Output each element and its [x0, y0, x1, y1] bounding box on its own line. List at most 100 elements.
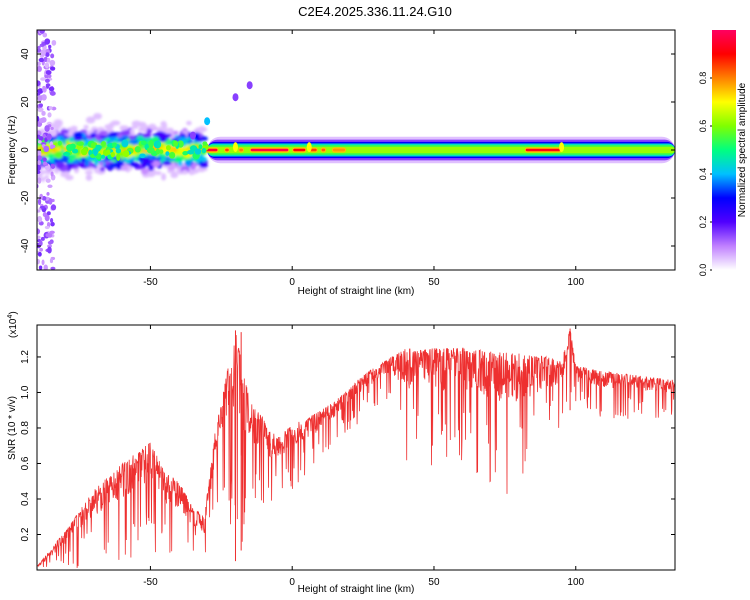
scatter-point	[128, 138, 139, 146]
scatter-point	[119, 162, 124, 166]
edge-scatter-point	[47, 244, 53, 248]
edge-scatter-point	[46, 57, 51, 63]
scatter-blob	[95, 153, 102, 159]
edge-scatter-point	[44, 165, 50, 170]
scatter-blob	[80, 148, 88, 156]
scatter-point	[154, 170, 162, 176]
carrier-hot-segment	[250, 148, 289, 152]
edge-scatter-point	[38, 265, 43, 270]
edge-scatter-point	[41, 110, 46, 116]
scatter-point	[84, 159, 90, 167]
edge-scatter-point	[37, 116, 40, 122]
spectrogram-y-tick-label: -20	[20, 190, 31, 205]
snr-x-tick-label: -50	[143, 577, 158, 588]
scatter-blob	[122, 150, 130, 158]
scatter-point	[99, 135, 109, 139]
edge-scatter-point	[43, 161, 48, 166]
edge-scatter-point	[39, 117, 45, 124]
spectrogram-x-tick-label: 50	[428, 277, 440, 288]
edge-scatter-point	[45, 178, 51, 183]
edge-scatter-point	[39, 193, 44, 200]
edge-scatter-point	[51, 106, 57, 111]
edge-scatter-point	[39, 108, 44, 112]
edge-scatter-point	[43, 264, 48, 270]
scatter-point	[59, 162, 65, 167]
scatter-point	[85, 116, 96, 124]
edge-scatter-point	[49, 91, 56, 96]
edge-scatter-point	[45, 52, 50, 57]
colorbar-ticks: 0.0 0.2 0.4 0.6 0.8	[698, 72, 712, 276]
scatter-point	[142, 125, 148, 133]
colorbar-tick-label: 0.4	[698, 168, 708, 181]
colorbar-tick-label: 0.6	[698, 120, 708, 133]
edge-scatter-point	[37, 61, 41, 67]
scatter-point	[169, 162, 177, 169]
scatter-point	[85, 174, 93, 181]
snr-panel: -50 0 50 100 0.2 0.4 0.6 0.8 1.0 1.2 Height of s…	[7, 311, 676, 595]
scatter-point	[60, 129, 69, 134]
scatter-point	[142, 133, 152, 138]
snr-x-tick-label: 100	[567, 577, 584, 588]
snr-y-tick-label: 0.2	[20, 527, 31, 541]
edge-scatter-point	[37, 170, 41, 174]
edge-scatter-point	[37, 45, 41, 50]
scatter-blob	[57, 140, 62, 146]
scatter-blob	[159, 149, 164, 154]
scatter-blob	[116, 153, 121, 161]
scatter-point	[186, 120, 192, 126]
edge-scatter-point	[48, 44, 52, 49]
edge-scatter-point	[37, 164, 41, 172]
scatter-blob	[169, 151, 176, 159]
scatter-point	[70, 125, 78, 131]
edge-scatter-point	[49, 59, 56, 67]
scatter-blob	[186, 149, 195, 155]
edge-scatter-point	[45, 70, 52, 75]
edge-scatter-point	[37, 216, 43, 223]
scatter-point	[117, 138, 123, 143]
edge-scatter-point	[37, 177, 42, 184]
edge-scatter-point	[48, 106, 53, 110]
edge-scatter-point	[48, 86, 55, 92]
edge-scatter-point	[46, 211, 51, 216]
edge-scatter-point	[47, 246, 52, 254]
snr-line	[37, 330, 675, 569]
carrier-hot-segment	[225, 148, 229, 152]
edge-scatter-point	[42, 134, 46, 138]
scatter-blob	[148, 140, 154, 149]
scatter-blob	[110, 151, 116, 158]
scatter-point	[97, 164, 102, 170]
edge-scatter-point	[40, 77, 47, 81]
edge-scatter-point	[50, 164, 56, 169]
edge-scatter-point	[40, 142, 47, 146]
edge-scatter-point	[43, 145, 50, 153]
carrier-hot-segment	[525, 148, 561, 152]
scatter-point	[169, 147, 176, 151]
edge-scatter-point	[39, 247, 43, 252]
edge-scatter-point	[37, 134, 41, 139]
scatter-blob	[156, 141, 161, 148]
snr-multiplier-close: )	[8, 311, 19, 314]
scatter-point	[199, 136, 206, 141]
edge-scatter-point	[44, 225, 50, 230]
edge-scatter-point	[41, 94, 47, 101]
scatter-point	[85, 166, 96, 170]
scatter-point	[120, 129, 131, 136]
scatter-blob	[76, 141, 84, 146]
spectrogram-y-label: Frequency (Hz)	[7, 116, 18, 185]
scatter-point	[142, 156, 151, 165]
scatter-point	[167, 170, 176, 174]
edge-scatter-point	[50, 171, 54, 177]
edge-scatter-point	[37, 235, 41, 240]
scatter-point	[170, 172, 179, 179]
scatter-point	[177, 161, 183, 167]
snr-y-tick-label: 1.0	[20, 385, 31, 399]
scatter-point	[162, 160, 172, 166]
edge-scatter-point	[47, 112, 52, 118]
snr-y-tick-label: 1.2	[20, 350, 31, 364]
scatter-blob	[94, 144, 102, 151]
edge-scatter-point	[46, 133, 52, 141]
spectrogram-y-tick-label: -40	[20, 238, 31, 253]
edge-scatter-point	[38, 103, 43, 108]
edge-scatter-point	[39, 205, 46, 210]
